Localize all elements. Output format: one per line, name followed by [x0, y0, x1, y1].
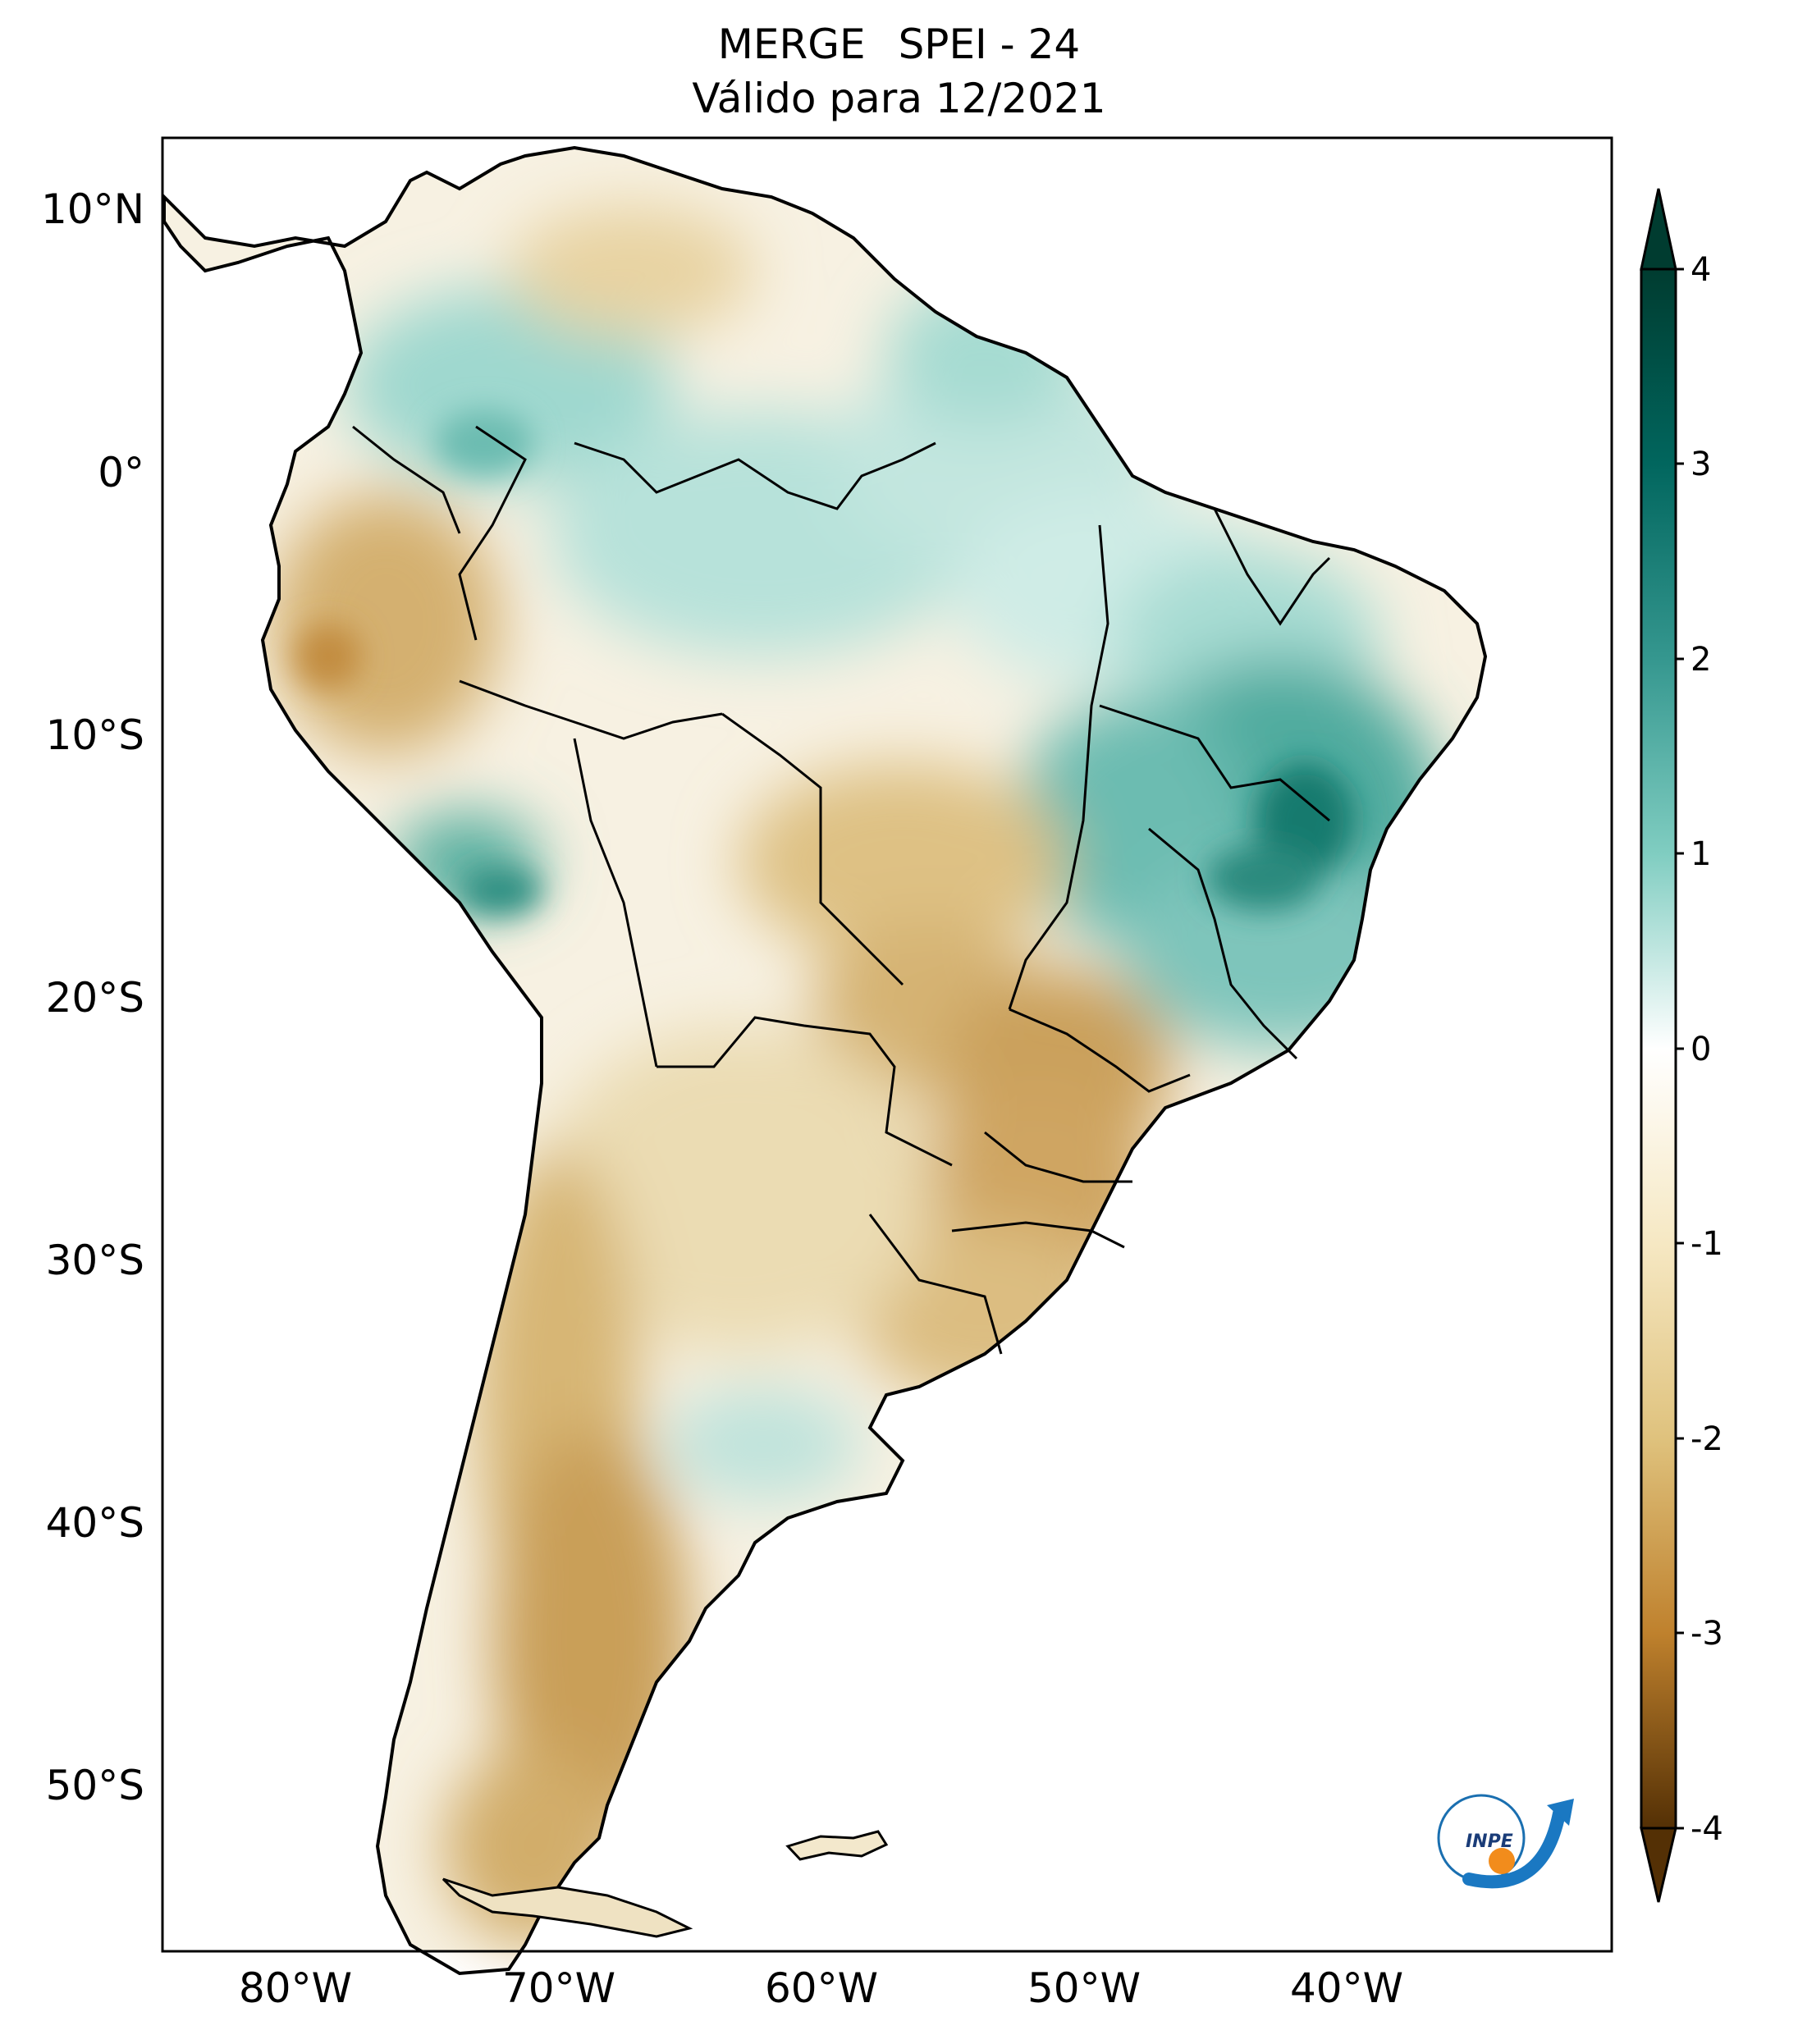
lat-tick-label: 10°N [41, 185, 144, 233]
lat-tick-label: 0° [98, 449, 144, 496]
colorbar: 4 3 2 1 0 -1 -2 -3 -4 [1640, 188, 1723, 1903]
map-subtitle: Válido para 12/2021 [692, 75, 1106, 122]
lat-tick-label: 30°S [46, 1237, 144, 1284]
lon-tick-label: 70°W [502, 1964, 615, 2012]
tierra-del-fuego [441, 1877, 693, 1938]
map-title: MERGE SPEI - 24 [0, 20, 1798, 69]
lat-tick-label: 50°S [46, 1762, 144, 1809]
colorbar-body [1640, 268, 1677, 1830]
lat-tick-label: 10°S [46, 711, 144, 759]
inpe-logo: INPE [1437, 1794, 1574, 1889]
colorbar-tick-label: -4 [1690, 1810, 1723, 1848]
plot-frame [161, 136, 1613, 1953]
lon-axis: 80°W 70°W 60°W 50°W 40°W [239, 1964, 1403, 2012]
title-dataset: MERGE [717, 21, 866, 68]
inpe-logo-text: INPE [1466, 1831, 1513, 1852]
falklands-islands [785, 1830, 889, 1861]
colorbar-top-extend [1640, 188, 1677, 271]
colorbar-tick-label: 0 [1690, 1031, 1711, 1068]
lon-tick-label: 50°W [1027, 1964, 1141, 2012]
colorbar-tick-label: 3 [1690, 446, 1711, 483]
lon-tick-label: 40°W [1290, 1964, 1403, 2012]
lon-tick-label: 80°W [239, 1964, 352, 2012]
lat-axis: 10°N 0° 10°S 20°S 30°S 40°S 50°S [41, 185, 144, 1809]
colorbar-ticks [1676, 268, 1684, 1830]
lat-tick-label: 20°S [46, 974, 144, 1022]
colorbar-tick-label: 1 [1690, 835, 1711, 873]
lat-tick-label: 40°S [46, 1499, 144, 1547]
colorbar-tick-label: -2 [1690, 1420, 1723, 1458]
lon-tick-label: 60°W [765, 1964, 878, 2012]
title-index: SPEI - 24 [898, 21, 1081, 68]
country-borders [352, 425, 1331, 1355]
colorbar-tick-label: -3 [1690, 1615, 1723, 1653]
colorbar-tick-label: 2 [1690, 641, 1711, 679]
colorbar-bottom-extend [1640, 1827, 1677, 1903]
colorbar-tick-label: -1 [1690, 1225, 1723, 1263]
colorbar-tick-label: 4 [1690, 251, 1711, 289]
